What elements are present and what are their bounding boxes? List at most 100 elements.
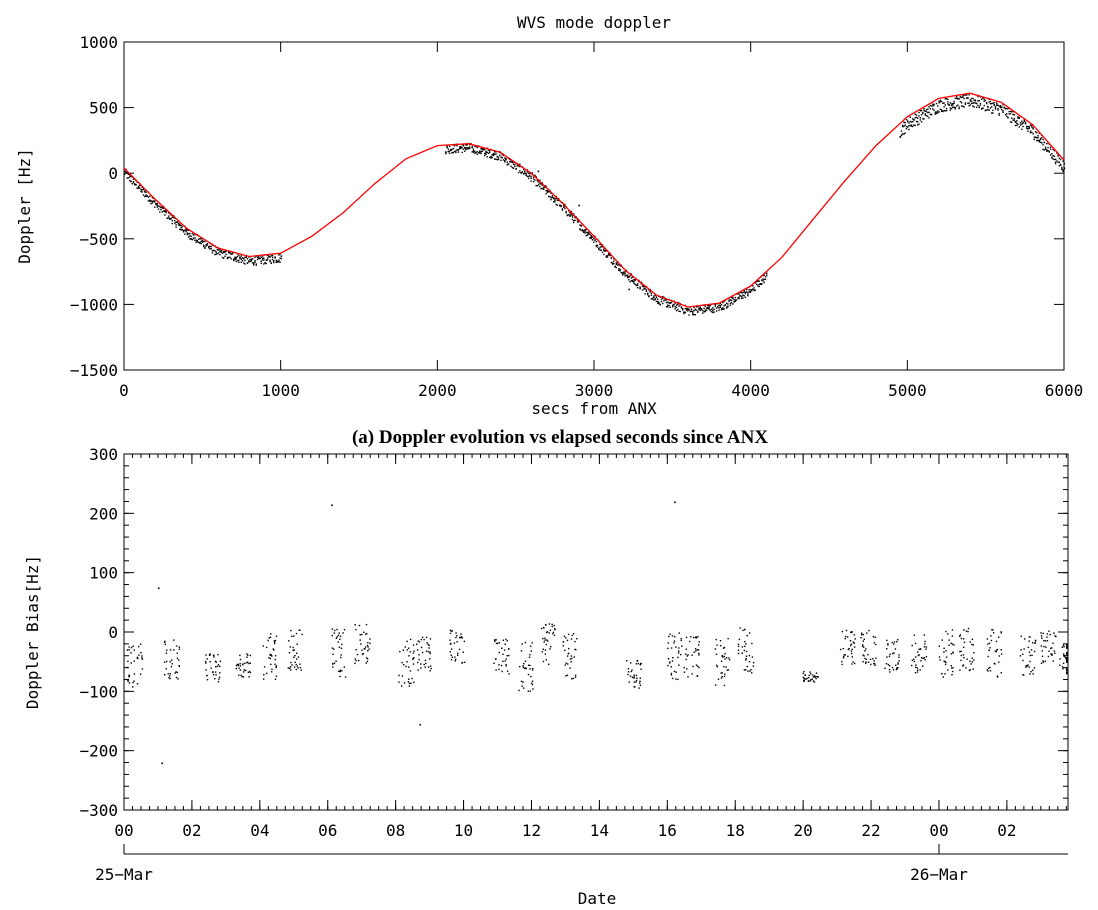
chart2-point — [911, 659, 914, 662]
chart1-point — [998, 105, 1000, 107]
chart1-point — [720, 307, 723, 310]
chart2-point — [366, 644, 369, 647]
chart2-point — [418, 658, 420, 661]
chart1-point — [937, 112, 939, 114]
chart2-point — [722, 656, 724, 658]
chart2-point — [635, 674, 638, 677]
chart1-point — [665, 299, 668, 301]
chart1-point — [144, 195, 146, 198]
chart1-point — [156, 204, 158, 206]
chart2-point — [695, 636, 697, 638]
chart1-point — [707, 304, 709, 307]
chart1-point — [994, 107, 997, 109]
chart1-point — [964, 103, 967, 105]
chart1-point — [556, 204, 559, 206]
chart2-point — [850, 631, 852, 633]
chart1-point — [1054, 162, 1057, 165]
chart1-point — [505, 157, 507, 160]
chart2-point — [670, 647, 673, 649]
chart1-point — [476, 153, 478, 155]
chart1-point — [1003, 106, 1005, 109]
chart2-point — [564, 649, 566, 651]
chart1-point — [601, 251, 604, 253]
chart1-point — [993, 102, 995, 104]
chart2-point — [214, 660, 217, 663]
chart1-point — [1052, 158, 1054, 160]
chart1-point — [692, 313, 694, 316]
chart2-point — [412, 652, 415, 654]
chart1-point — [909, 116, 911, 118]
chart1-point — [536, 180, 539, 182]
chart2-point — [567, 633, 570, 636]
chart2-point — [457, 654, 459, 656]
chart1-point — [928, 117, 930, 119]
chart1-point — [514, 165, 516, 168]
chart2-point — [417, 661, 419, 664]
chart1-point — [988, 101, 990, 103]
chart1-point — [1031, 124, 1033, 127]
chart2-point — [868, 629, 870, 632]
chart1-point — [141, 189, 143, 191]
chart1-point — [564, 207, 566, 210]
chart1-point — [989, 100, 992, 103]
chart1-point — [174, 222, 176, 224]
chart2-point — [463, 640, 466, 643]
chart1-point — [747, 293, 749, 296]
chart2-point — [850, 652, 853, 655]
chart2-point — [803, 679, 806, 681]
chart2-point — [275, 665, 278, 667]
chart2-point — [965, 667, 967, 669]
chart1-point — [919, 110, 921, 112]
chart1-point — [902, 133, 904, 135]
chart1-point — [675, 304, 678, 306]
chart2-point — [667, 664, 669, 667]
chart1-point — [162, 207, 165, 209]
chart1-point — [276, 261, 279, 263]
chart2-point — [544, 637, 546, 639]
chart2-point — [640, 668, 642, 670]
chart1-point — [547, 190, 550, 193]
chart1-point — [618, 264, 620, 266]
chart1-point — [1062, 170, 1064, 173]
chart2-point — [243, 671, 245, 673]
chart2-point — [1029, 673, 1031, 675]
chart2-point — [897, 662, 899, 664]
chart1-point — [1019, 124, 1022, 126]
chart2-point — [987, 670, 989, 672]
chart2-point — [403, 664, 405, 666]
chart1-point — [181, 225, 184, 228]
chart1-point — [615, 266, 617, 269]
chart2-point — [952, 651, 954, 653]
chart2-point — [274, 663, 276, 665]
chart2-point — [1066, 652, 1068, 655]
chart1-point — [1012, 113, 1014, 116]
chart2-point — [694, 648, 697, 650]
chart2-point — [292, 649, 294, 652]
chart2-point — [989, 666, 991, 669]
chart1-point — [927, 111, 929, 114]
chart2-point — [454, 656, 456, 658]
chart1-point — [659, 303, 661, 306]
chart1-point — [974, 100, 977, 102]
chart1-point — [532, 176, 535, 178]
chart1-point — [149, 195, 151, 197]
chart2-point — [249, 671, 252, 674]
chart1-point — [600, 249, 602, 251]
chart2-point — [672, 657, 674, 659]
chart2-point — [1040, 662, 1043, 664]
chart1-point — [756, 283, 758, 286]
chart1-point — [719, 302, 721, 305]
chart1-y-tick-label: 1000 — [79, 33, 118, 52]
chart1-point — [258, 257, 260, 259]
chart2-point — [695, 664, 698, 666]
chart2-point — [268, 637, 270, 639]
chart1-point — [569, 215, 571, 217]
chart1-point — [243, 258, 245, 260]
chart2-y-tick-label: 200 — [89, 504, 118, 523]
chart2-point — [529, 668, 531, 670]
chart2-point — [500, 664, 503, 667]
chart1-point — [186, 233, 189, 236]
chart1-point — [559, 204, 561, 206]
chart2-point — [495, 658, 497, 660]
chart2-point — [850, 644, 852, 647]
